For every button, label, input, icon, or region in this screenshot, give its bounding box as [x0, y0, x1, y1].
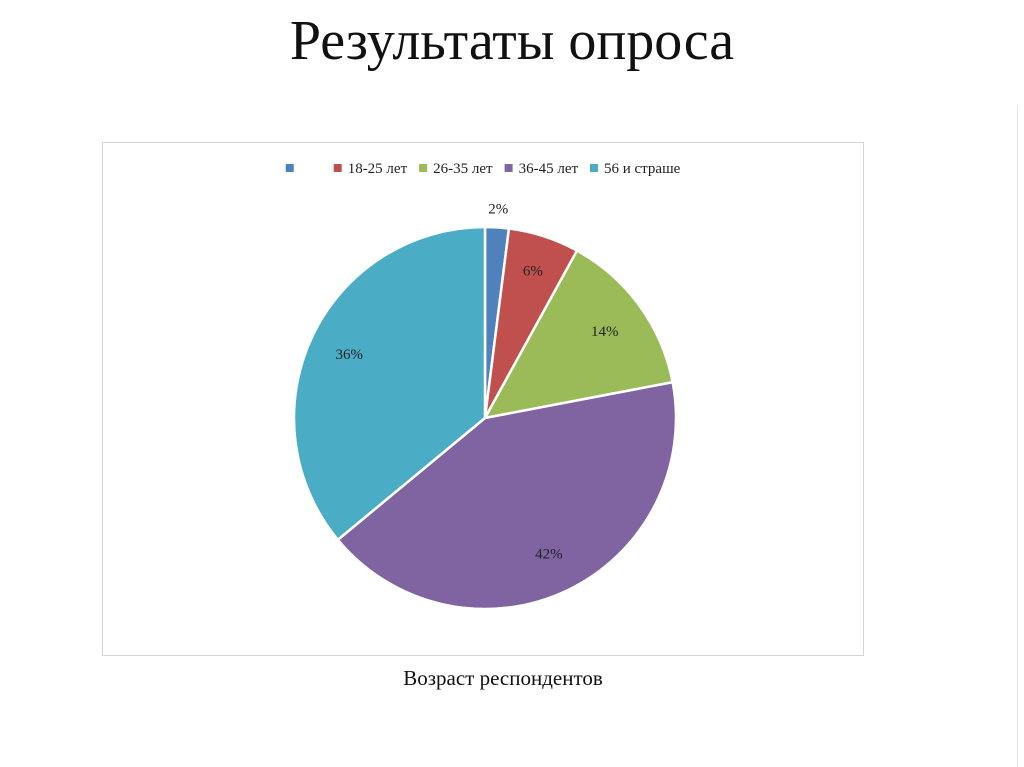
pie-slice-2 [483, 249, 674, 420]
pie-data-labels: 2% 6% 14% 42% 36% [336, 201, 619, 562]
legend-label-1: 18-25 лет [348, 161, 408, 177]
pie-data-label-1: 6% [523, 264, 543, 280]
legend-item-4: 56 и страше [590, 161, 681, 177]
legend-label-4: 56 и страше [604, 161, 681, 177]
pie-chart: 18-25 лет 26-35 лет 36-45 лет 56 и страше 2… [285, 161, 681, 611]
chart-legend: 18-25 лет 26-35 лет 36-45 лет 56 и страше [285, 161, 681, 177]
legend-item-3: 36-45 лет [504, 161, 579, 177]
slide-title: Результаты опроса [289, 10, 735, 72]
pie-data-label-0: 2% [488, 201, 508, 217]
legend-swatch-0 [285, 164, 294, 172]
legend-swatch-1 [333, 164, 342, 172]
legend-item-0 [285, 164, 294, 172]
legend-label-3: 36-45 лет [519, 161, 579, 177]
legend-swatch-3 [504, 164, 513, 172]
pie-slices [292, 225, 678, 611]
chart-caption: Возраст респондентов [403, 666, 603, 690]
legend-swatch-2 [419, 164, 428, 172]
slide-edge-line [1017, 105, 1018, 767]
pie-data-label-4: 36% [336, 347, 364, 363]
legend-label-2: 26-35 лет [433, 161, 493, 177]
pie-slice-3 [336, 380, 678, 611]
legend-item-1: 18-25 лет [333, 161, 408, 177]
legend-item-2: 26-35 лет [419, 161, 493, 177]
legend-swatch-4 [590, 164, 598, 172]
pie-data-label-3: 42% [535, 547, 563, 563]
pie-data-label-2: 14% [591, 324, 619, 340]
chart-area: 18-25 лет 26-35 лет 36-45 лет 56 и страше 2… [102, 142, 864, 656]
pie-slice-4 [292, 225, 487, 541]
